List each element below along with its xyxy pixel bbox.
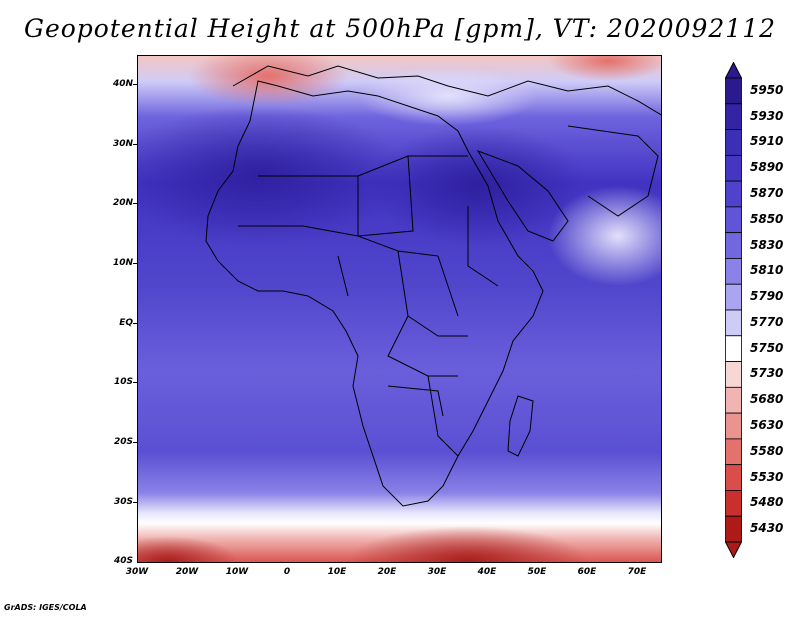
colorbar-level-label: 5730	[750, 366, 784, 381]
pale-patch-mediterranean	[358, 66, 538, 126]
lat-label-30n: 30N	[112, 139, 133, 149]
colorbar-level-label: 5430	[750, 521, 784, 536]
colorbar-level-label: 5870	[750, 186, 784, 200]
colorbar-level-label: 5890	[750, 160, 784, 175]
lon-label-30w: 30W	[125, 567, 149, 577]
lon-label-0: 0	[283, 567, 291, 577]
lon-label-10e: 10E	[327, 567, 347, 577]
lat-label-40s: 40S	[113, 556, 133, 566]
madagascar-coast	[507, 395, 534, 457]
map-panel	[137, 55, 662, 563]
colorbar-swatch	[725, 103, 742, 130]
lon-label-20e: 20E	[377, 567, 397, 577]
map-title: Geopotential Height at 500hPa [gpm], VT:…	[23, 14, 777, 43]
middle-east-borders	[567, 125, 659, 217]
lon-label-60e: 60E	[577, 567, 597, 577]
colorbar-swatch	[725, 77, 742, 105]
colorbar-swatch	[725, 154, 742, 182]
colorbar-swatch	[725, 180, 742, 208]
colorbar-swatch	[725, 129, 742, 156]
trough-northeast	[548, 56, 661, 81]
colorbar-swatch	[725, 309, 742, 337]
colorbar-level-label: 5850	[750, 211, 784, 226]
height-field-map	[138, 56, 661, 562]
lon-label-30e: 30E	[427, 567, 447, 577]
colorbar-level-label: 5810	[750, 263, 784, 278]
colorbar	[725, 62, 742, 558]
colorbar-level-label: 5630	[750, 418, 784, 432]
lat-label-20s: 20S	[113, 437, 133, 447]
africa-coast	[205, 80, 544, 507]
colorbar-swatch	[725, 386, 742, 414]
colorbar-swatch	[725, 464, 742, 491]
colorbar-swatch	[725, 258, 742, 285]
colorbar-level-label: 5680	[750, 392, 784, 407]
colorbar-swatch	[725, 335, 742, 362]
southern-trough	[348, 526, 588, 562]
colorbar-swatch	[725, 412, 742, 440]
lon-label-40e: 40E	[477, 567, 497, 577]
lon-label-70e: 70E	[627, 567, 647, 577]
grads-credit: GrADS: IGES/COLA	[4, 603, 87, 612]
lat-label-10n: 10N	[112, 258, 133, 268]
colorbar-level-label: 5950	[750, 82, 784, 97]
lat-label-eq: EQ	[119, 318, 133, 328]
lon-label-20w: 20W	[175, 567, 199, 577]
lon-label-10w: 10W	[225, 567, 249, 577]
southwest-trough	[138, 536, 238, 562]
colorbar-level-label: 5910	[750, 134, 784, 149]
country-borders	[238, 155, 499, 457]
lat-label-40n: 40N	[112, 79, 133, 89]
colorbar-level-label: 5930	[750, 108, 784, 123]
colorbar-swatch	[725, 438, 742, 466]
colorbar-swatch	[725, 361, 742, 388]
trough-iberia	[188, 56, 348, 106]
colorbar-swatch	[725, 206, 742, 234]
colorbar-level-label: 5790	[750, 289, 784, 304]
lon-label-50e: 50E	[527, 567, 547, 577]
coastlines	[205, 65, 661, 507]
lat-label-10s: 10S	[113, 377, 133, 387]
colorbar-level-label: 5750	[750, 340, 784, 355]
lat-label-30s: 30S	[113, 497, 133, 507]
colorbar-swatch	[725, 283, 742, 311]
colorbar-level-label: 5830	[750, 237, 784, 252]
europe-coast	[232, 65, 661, 116]
pale-patch-arabian-sea	[548, 186, 661, 286]
colorbar-level-label: 5580	[750, 443, 784, 458]
colorbar-level-label: 5530	[750, 469, 784, 484]
colorbar-swatch	[725, 232, 742, 259]
colorbar-level-label: 5770	[750, 314, 784, 329]
lat-label-20n: 20N	[112, 198, 133, 208]
colorbar-level-label: 5480	[750, 495, 784, 510]
colorbar-bottom-arrow	[725, 541, 742, 558]
arabia-coast	[476, 150, 569, 242]
colorbar-swatch	[725, 490, 742, 517]
colorbar-swatch	[725, 515, 742, 543]
colorbar-top-arrow	[725, 62, 742, 79]
